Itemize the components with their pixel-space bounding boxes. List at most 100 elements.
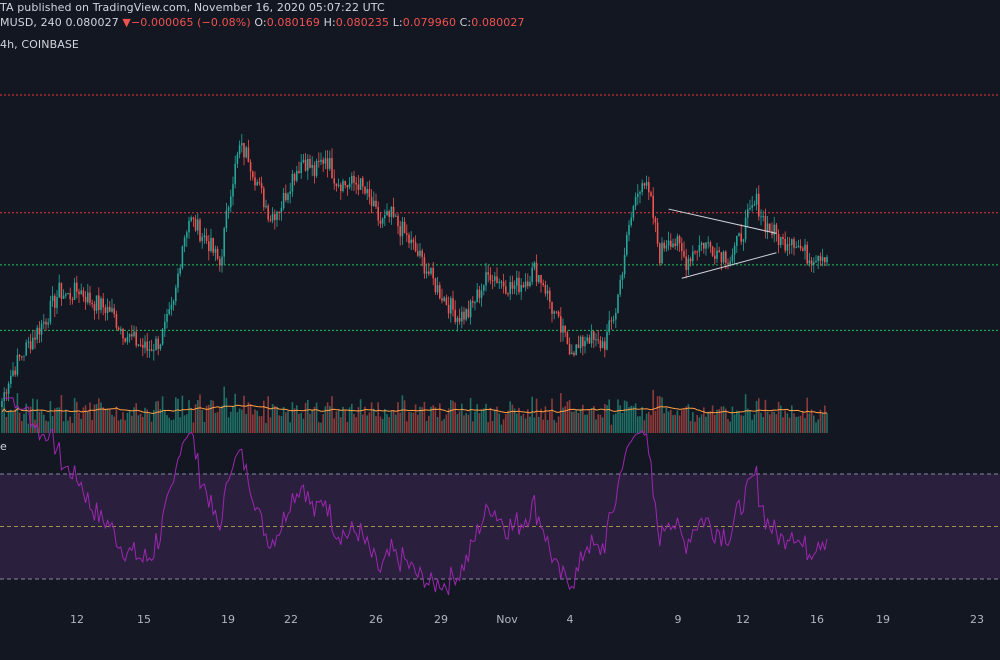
volume-bar: [491, 421, 494, 433]
candle: [808, 260, 811, 264]
candle: [342, 180, 344, 192]
candle: [780, 237, 782, 246]
candle: [232, 184, 234, 197]
volume-bar: [357, 407, 360, 433]
volume-bar: [258, 416, 261, 433]
volume-bar: [401, 395, 404, 433]
candle: [652, 195, 654, 218]
candle: [203, 235, 206, 238]
last-price: 0.080027: [65, 16, 119, 29]
volume-bar: [443, 418, 445, 433]
volume-bar: [705, 416, 707, 433]
candle: [672, 243, 674, 247]
volume-bar: [221, 405, 223, 433]
candle: [102, 298, 104, 308]
candle: [315, 160, 318, 176]
volume-bar: [791, 405, 793, 433]
candle: [623, 254, 626, 275]
candle: [549, 290, 551, 303]
candle: [296, 170, 298, 181]
candle: [225, 210, 228, 229]
volume-bar: [817, 419, 819, 433]
volume-bar: [313, 406, 316, 433]
candle: [10, 375, 12, 384]
volume-bar: [551, 398, 553, 433]
candle: [7, 383, 10, 394]
volume-bar: [51, 415, 54, 433]
candle: [586, 337, 588, 341]
candle: [439, 285, 441, 299]
volume-bar: [674, 414, 676, 433]
volume-bar: [146, 409, 148, 433]
volume-bar: [815, 422, 817, 433]
x-tick-label: 23: [970, 613, 984, 626]
low-label: L:: [392, 16, 403, 29]
candle: [346, 185, 349, 188]
volume-bar: [430, 406, 432, 433]
volume-bar: [219, 407, 221, 433]
volume-bar: [84, 405, 87, 433]
volume-bar: [124, 420, 126, 433]
volume-bar: [797, 416, 800, 433]
candle: [529, 281, 531, 287]
close-value: 0.080027: [471, 16, 525, 29]
volume-bar: [604, 403, 606, 433]
candle: [472, 301, 474, 303]
candle: [817, 256, 819, 261]
volume-bar: [102, 407, 104, 433]
candle: [577, 344, 580, 349]
volume-bar: [188, 400, 190, 433]
candle: [714, 255, 716, 259]
volume-bar: [670, 409, 672, 433]
x-tick-label: Nov: [496, 613, 518, 626]
volume-bar: [507, 410, 509, 433]
volume-bar: [142, 417, 144, 433]
candle: [386, 211, 388, 216]
volume-bar: [346, 421, 349, 433]
volume-bar: [115, 406, 118, 433]
candle: [573, 352, 575, 356]
candle: [555, 311, 558, 313]
candle: [117, 327, 120, 330]
volume-bar: [608, 399, 610, 433]
candle: [632, 206, 635, 218]
candle: [252, 171, 254, 178]
candle: [751, 205, 753, 208]
candle: [43, 321, 45, 324]
candle: [516, 277, 518, 286]
candle: [36, 327, 38, 340]
volume-bar: [505, 414, 507, 433]
candle: [320, 159, 322, 162]
candle: [540, 275, 542, 284]
volume-bar: [311, 410, 313, 433]
x-tick-label: 4: [566, 613, 574, 626]
candle: [826, 256, 828, 263]
candle: [313, 165, 316, 176]
author-name: TA: [0, 1, 14, 14]
candle: [230, 196, 232, 208]
candle: [84, 296, 87, 303]
volume-bar: [16, 393, 19, 433]
candle: [139, 344, 142, 346]
candle: [608, 320, 610, 332]
volume-bar: [364, 406, 366, 433]
candle: [368, 189, 371, 198]
candle: [762, 215, 764, 217]
volume-bar: [307, 399, 309, 433]
volume-bar: [36, 399, 38, 433]
candle: [465, 309, 467, 320]
candle: [694, 251, 696, 253]
volume-bar: [406, 421, 408, 433]
volume-bar: [388, 417, 390, 433]
volume-bar: [612, 414, 615, 433]
candle: [606, 331, 608, 350]
volume-bar: [267, 396, 269, 433]
volume-bar: [478, 413, 481, 433]
candle: [210, 237, 212, 252]
volume-bar: [813, 415, 815, 433]
candle: [144, 341, 146, 348]
candle: [14, 370, 16, 375]
candle: [663, 242, 665, 249]
candle: [417, 251, 419, 256]
